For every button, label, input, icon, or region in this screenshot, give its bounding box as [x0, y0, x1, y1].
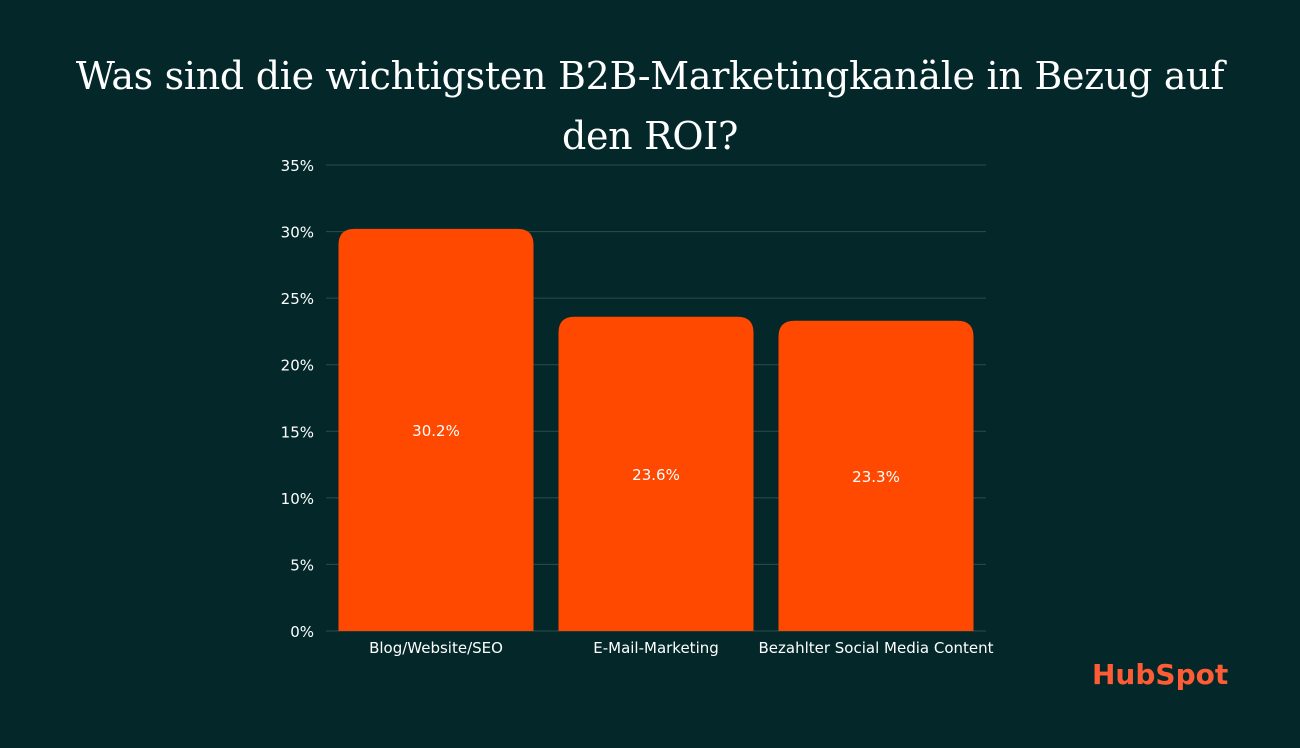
x-axis-ticks: Blog/Website/SEO E-Mail-Marketing Bezahlte… — [369, 639, 994, 657]
bar-value-labels: 30.2% 23.6% 23.3% — [412, 422, 900, 486]
bar-value-label: 23.6% — [632, 466, 680, 484]
bar-value-label: 23.3% — [852, 468, 900, 486]
bar — [558, 316, 754, 631]
y-tick-label: 30% — [281, 224, 314, 242]
y-tick-label: 10% — [281, 490, 314, 508]
bar-value-label: 30.2% — [412, 422, 460, 440]
y-tick-label: 25% — [281, 290, 314, 308]
x-tick-label: E-Mail-Marketing — [593, 639, 719, 657]
x-tick-label: Bezahlter Social Media Content — [758, 639, 993, 657]
y-tick-label: 35% — [281, 157, 314, 175]
bar — [778, 320, 974, 631]
y-tick-label: 20% — [281, 357, 314, 375]
y-tick-label: 0% — [290, 623, 314, 641]
y-tick-label: 15% — [281, 423, 314, 441]
hubspot-logo-text: HubSpot — [1092, 658, 1228, 691]
bars — [338, 228, 974, 631]
hubspot-logo: HubSpot — [1092, 658, 1228, 691]
x-tick-label: Blog/Website/SEO — [369, 639, 503, 657]
chart-title: Was sind die wichtigsten B2B-Marketingka… — [75, 54, 1225, 158]
y-tick-label: 5% — [290, 556, 314, 574]
bar — [338, 228, 534, 631]
y-axis-ticks: 0% 5% 10% 15% 20% 25% 30% 35% — [281, 157, 314, 641]
